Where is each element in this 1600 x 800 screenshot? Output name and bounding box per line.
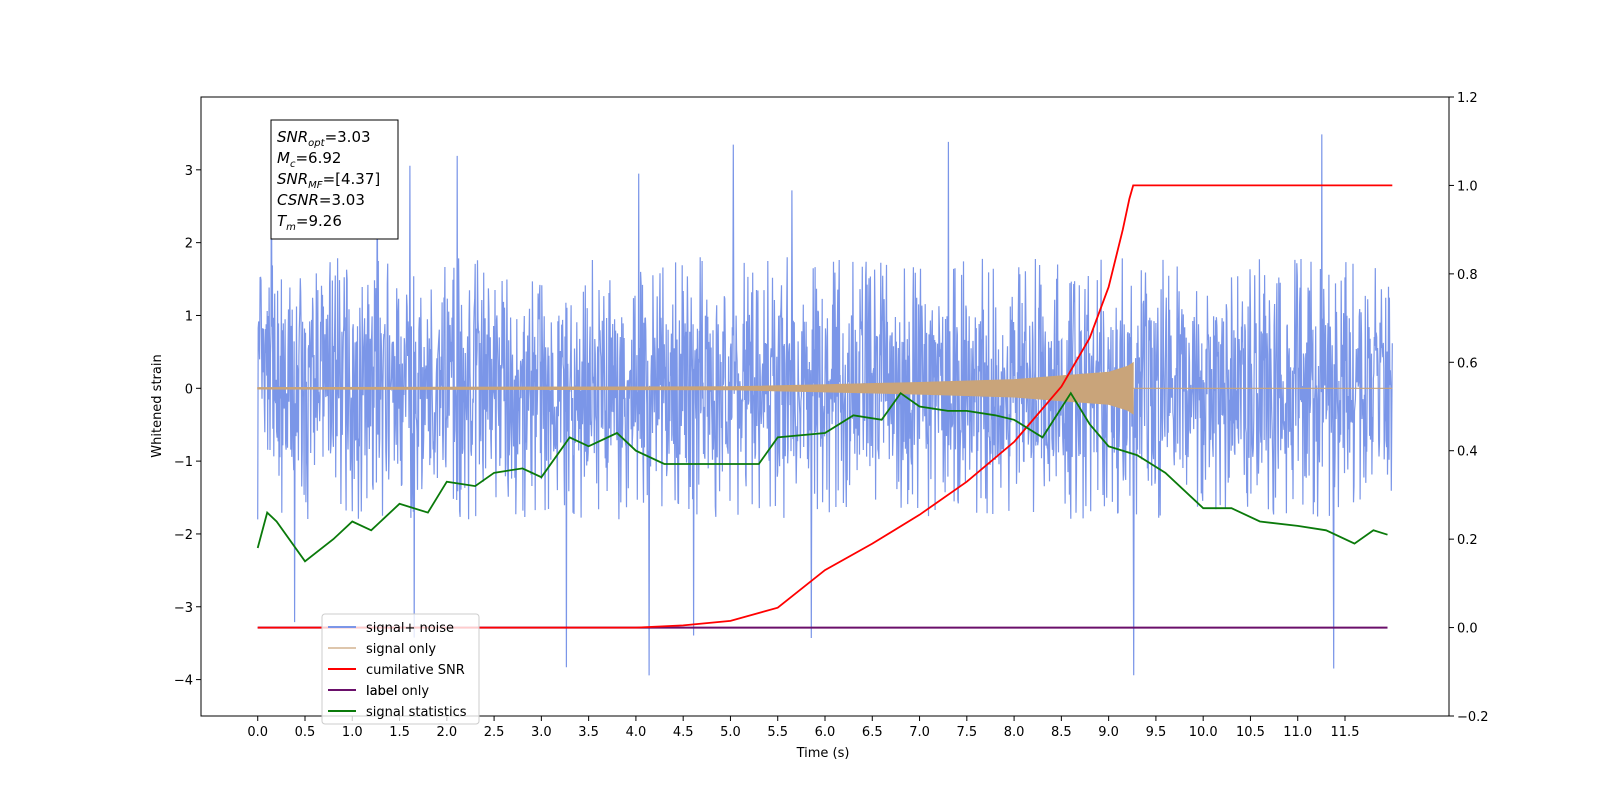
- x-tick-label: 0.5: [295, 725, 316, 740]
- annotation-line: Mc=6.92: [277, 149, 341, 170]
- y2-tick-label: 0.4: [1457, 445, 1478, 460]
- x-tick-label: 7.0: [909, 725, 930, 740]
- x-tick-label: 5.0: [720, 725, 741, 740]
- legend-label: label: [366, 684, 397, 699]
- x-tick-label: 2.5: [484, 725, 505, 740]
- y2-tick-label: −0.2: [1457, 710, 1489, 725]
- x-tick-label: 10.0: [1189, 725, 1218, 740]
- x-tick-label: 9.0: [1098, 725, 1119, 740]
- x-tick-label: 11.5: [1331, 725, 1360, 740]
- x-tick-label: 3.5: [578, 725, 599, 740]
- y-axis-label: Whitened strain: [150, 354, 165, 457]
- y-tick-label: −4: [174, 674, 193, 689]
- legend: signal+ noise signal only cumilative SNR la…: [321, 613, 480, 725]
- legend-label: signal only: [366, 642, 436, 657]
- y-tick-label: 0: [185, 382, 193, 397]
- y-tick-label: 3: [185, 164, 193, 179]
- annotation-line: SNRopt=3.03: [277, 128, 371, 149]
- x-tick-label: 2.0: [436, 725, 457, 740]
- legend-frame: [321, 613, 480, 725]
- annotation-line: CSNR=3.03: [277, 191, 365, 209]
- y2-tick-label: 0.8: [1457, 268, 1478, 283]
- y2-tick-label: 0.0: [1457, 622, 1478, 637]
- x-tick-label: 4.0: [626, 725, 647, 740]
- x-tick-label: 5.5: [767, 725, 788, 740]
- series-signal-noise-line: [257, 131, 1393, 676]
- annotation-line: SNRMF=[4.37]: [277, 170, 380, 191]
- y2-tick-label: 1.0: [1457, 179, 1478, 194]
- y2-tick-label: 0.2: [1457, 533, 1478, 548]
- series-cumulative-snr-line: [257, 184, 1393, 629]
- x-tick-label: 10.5: [1236, 725, 1265, 740]
- legend-label: cumilative SNR: [366, 663, 465, 678]
- annotation-frame: [270, 119, 399, 240]
- x-tick-label: 3.0: [531, 725, 552, 740]
- y-tick-label: −2: [174, 528, 193, 543]
- y-axis-right: 1.2 1.0 0.8 0.6 0.4 0.2 0.0 −0.2: [1449, 91, 1489, 725]
- legend-label: label only: [366, 684, 429, 699]
- series-signal-only-area: [257, 361, 1134, 415]
- x-tick-label: 8.0: [1004, 725, 1025, 740]
- y-tick-label: −3: [174, 601, 193, 616]
- series-signal-statistics-line: [256, 391, 1388, 563]
- x-tick-label: 4.5: [673, 725, 694, 740]
- x-tick-label: 9.5: [1146, 725, 1167, 740]
- x-tick-label: 7.5: [956, 725, 977, 740]
- legend-label: signal statistics: [366, 705, 467, 720]
- x-tick-label: 8.5: [1051, 725, 1072, 740]
- y-tick-label: 1: [185, 309, 193, 324]
- plot-area: [256, 131, 1393, 676]
- annotation-line: Tm=9.26: [277, 212, 342, 233]
- x-tick-label: 6.0: [815, 725, 836, 740]
- y2-tick-label: 0.6: [1457, 356, 1478, 371]
- x-tick-label: 6.5: [862, 725, 883, 740]
- y-axis-left: 3 2 1 0 −1 −2 −3 −4: [174, 164, 201, 689]
- x-tick-label: 1.5: [389, 725, 410, 740]
- x-tick-label: 11.0: [1283, 725, 1312, 740]
- x-axis-label: Time (s): [796, 746, 850, 761]
- y-tick-label: 2: [185, 237, 193, 252]
- x-axis: 0.0 0.5 1.0 1.5 2.0 2.5 3.0 3.5 4.0 4.5 5.0 5.5 6.0 6…: [247, 716, 1359, 740]
- y2-tick-label: 1.2: [1457, 91, 1478, 106]
- x-tick-label: 1.0: [342, 725, 363, 740]
- x-tick-label: 0.0: [247, 725, 268, 740]
- y-tick-label: −1: [174, 455, 193, 470]
- legend-label: signal+ noise: [366, 621, 454, 636]
